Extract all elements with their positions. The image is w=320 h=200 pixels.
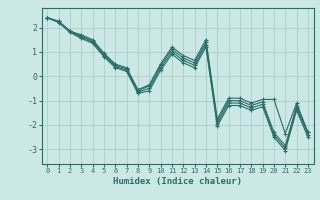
X-axis label: Humidex (Indice chaleur): Humidex (Indice chaleur) [113, 177, 242, 186]
